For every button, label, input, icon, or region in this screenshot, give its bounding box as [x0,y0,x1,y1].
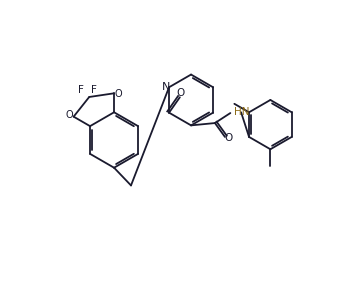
Text: HN: HN [234,107,250,117]
Text: O: O [114,89,122,99]
Text: O: O [177,88,185,98]
Text: F: F [78,85,84,95]
Text: F: F [91,85,97,95]
Text: N: N [162,82,170,92]
Text: O: O [66,110,74,120]
Text: O: O [225,133,233,143]
